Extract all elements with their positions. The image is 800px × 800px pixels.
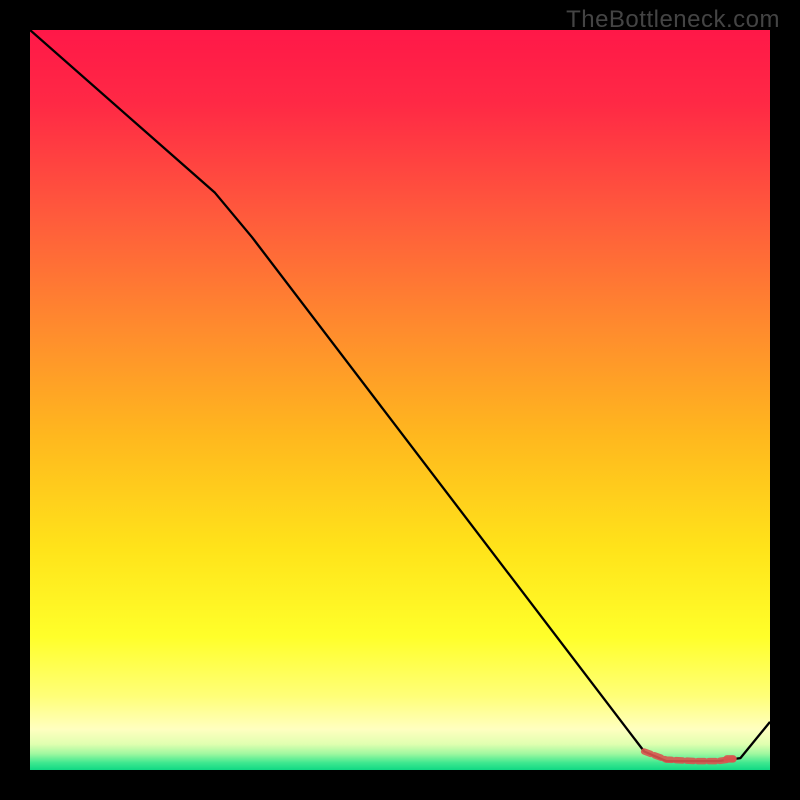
chart-svg: [30, 30, 770, 770]
chart-plot: [30, 30, 770, 770]
plot-background: [30, 30, 770, 770]
chart-container: TheBottleneck.com: [0, 0, 800, 800]
